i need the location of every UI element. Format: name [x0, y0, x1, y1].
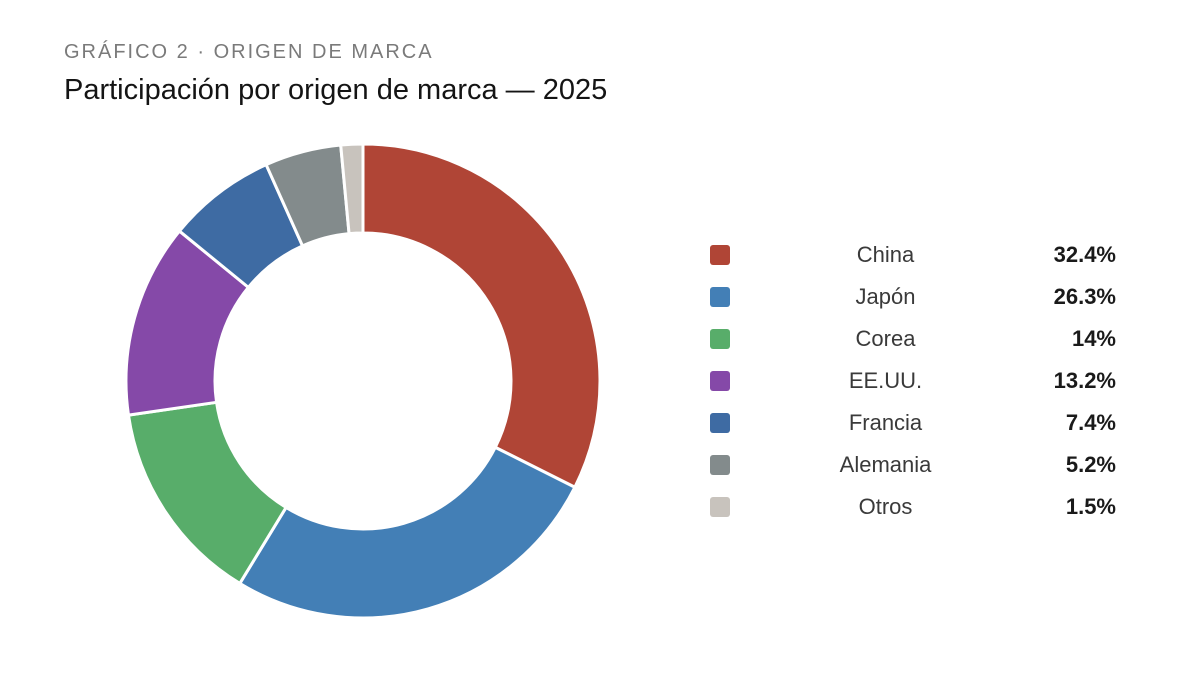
legend-value: 14%	[1071, 326, 1116, 351]
chart-eyebrow: GRÁFICO 2 · ORIGEN DE MARCA	[64, 41, 434, 63]
legend-item: EE.UU. 13.2%	[708, 360, 1118, 402]
donut-slice-otros	[339, 142, 365, 236]
donut-slice-china	[361, 142, 602, 489]
legend-item: Alemania 5.2%	[708, 444, 1118, 486]
legend-label: Corea	[855, 326, 916, 351]
legend-value: 32.4%	[1053, 242, 1116, 267]
legend-swatch	[710, 329, 730, 349]
legend-item: Francia 7.4%	[708, 402, 1118, 444]
legend-value: 1.5%	[1065, 494, 1116, 519]
donut-chart	[124, 142, 602, 620]
legend-value: 7.4%	[1065, 410, 1116, 435]
legend-label: Japón	[855, 284, 916, 309]
donut-slice-japón	[238, 445, 577, 620]
legend-label: EE.UU.	[848, 368, 923, 393]
legend-label: China	[856, 242, 915, 267]
legend-value: 26.3%	[1053, 284, 1116, 309]
legend-swatch	[710, 371, 730, 391]
legend-value: 5.2%	[1065, 452, 1116, 477]
chart-title: Participación por origen de marca — 2025	[64, 74, 608, 106]
legend-swatch	[710, 455, 730, 475]
legend-item: Japón 26.3%	[708, 276, 1118, 318]
legend-item: Corea 14%	[708, 318, 1118, 360]
legend-label: Francia	[848, 410, 923, 435]
legend-swatch	[710, 413, 730, 433]
legend-label: Alemania	[839, 452, 932, 477]
legend-swatch	[710, 245, 730, 265]
legend-item: China 32.4%	[708, 234, 1118, 276]
legend-swatch	[710, 497, 730, 517]
legend-item: Otros 1.5%	[708, 486, 1118, 528]
chart-legend: China 32.4% Japón 26.3% Corea 14% EE.UU. 13.2% F…	[708, 234, 1118, 528]
legend-swatch	[710, 287, 730, 307]
legend-label: Otros	[858, 494, 913, 519]
legend-value: 13.2%	[1053, 368, 1116, 393]
